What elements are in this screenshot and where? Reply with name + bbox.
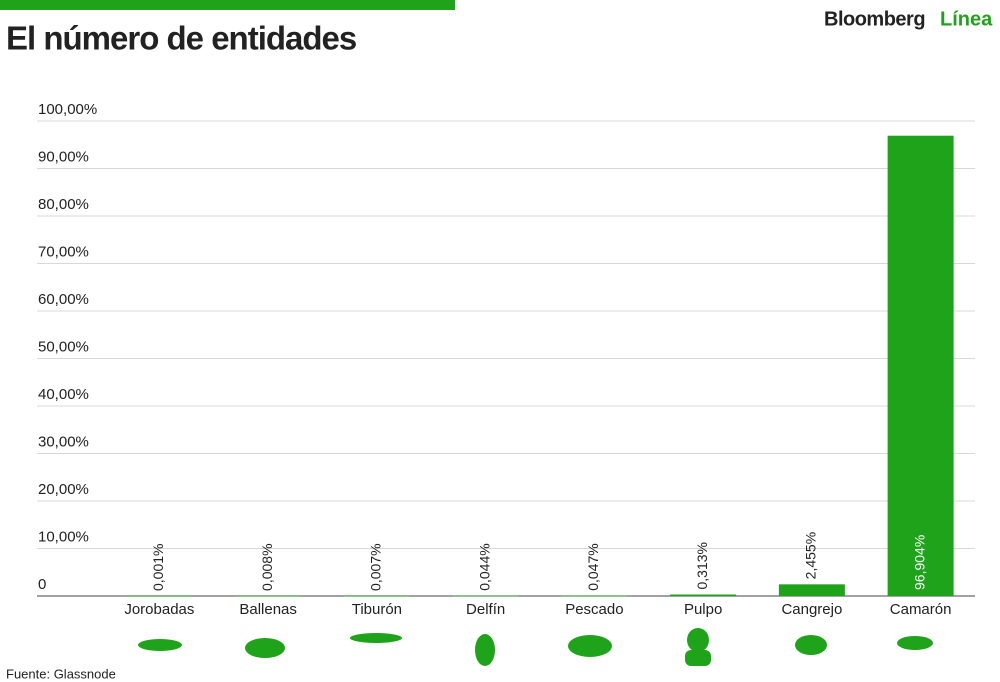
x-tick-label: Ballenas	[239, 601, 297, 618]
value-label: 0,001%	[150, 544, 166, 591]
bar	[235, 595, 302, 597]
value-label: 0,044%	[476, 543, 492, 590]
bar	[778, 584, 845, 596]
icon	[795, 635, 827, 655]
bar	[670, 594, 737, 596]
y-tick-label: 40,00%	[38, 386, 89, 403]
icon	[350, 633, 402, 643]
icon	[475, 634, 495, 666]
x-tick-label: Pescado	[565, 601, 623, 618]
icon	[138, 639, 182, 651]
icon	[897, 636, 933, 650]
bar	[343, 595, 410, 597]
bar	[126, 595, 193, 597]
icon	[685, 650, 711, 666]
bar	[887, 135, 954, 596]
chart-title: El número de entidades	[6, 20, 356, 57]
y-tick-label: 80,00%	[38, 196, 89, 213]
accent-bar	[0, 0, 455, 10]
value-label: 0,047%	[585, 543, 601, 590]
icon	[687, 628, 709, 652]
icon	[568, 635, 612, 657]
y-tick-label: 10,00%	[38, 528, 89, 545]
brand-name: Bloomberg	[824, 8, 925, 30]
y-tick-label: 0	[38, 576, 46, 593]
y-tick-label: 90,00%	[38, 148, 89, 165]
x-tick-label: Pulpo	[684, 601, 722, 618]
x-tick-label: Jorobadas	[124, 601, 194, 618]
bar	[452, 595, 519, 597]
x-tick-label: Tiburón	[352, 601, 402, 618]
x-tick-label: Camarón	[890, 601, 952, 618]
value-label: 0,008%	[259, 543, 275, 590]
x-tick-label: Cangrejo	[781, 601, 842, 618]
y-tick-label: 100,00%	[38, 101, 97, 118]
x-tick-label: Delfín	[466, 601, 505, 618]
value-label: 0,007%	[368, 543, 384, 590]
brand-sub: Línea	[940, 8, 993, 30]
y-tick-label: 20,00%	[38, 481, 89, 498]
y-tick-label: 70,00%	[38, 243, 89, 260]
value-label: 0,313%	[694, 542, 710, 589]
y-tick-label: 30,00%	[38, 433, 89, 450]
value-label: 2,455%	[803, 532, 819, 579]
category-icons	[138, 628, 933, 666]
y-tick-label: 60,00%	[38, 291, 89, 308]
y-tick-label: 50,00%	[38, 338, 89, 355]
value-label: 96,904%	[911, 535, 927, 590]
icon	[245, 638, 285, 658]
bar	[561, 595, 628, 597]
source: Fuente: Glassnode	[6, 666, 116, 681]
